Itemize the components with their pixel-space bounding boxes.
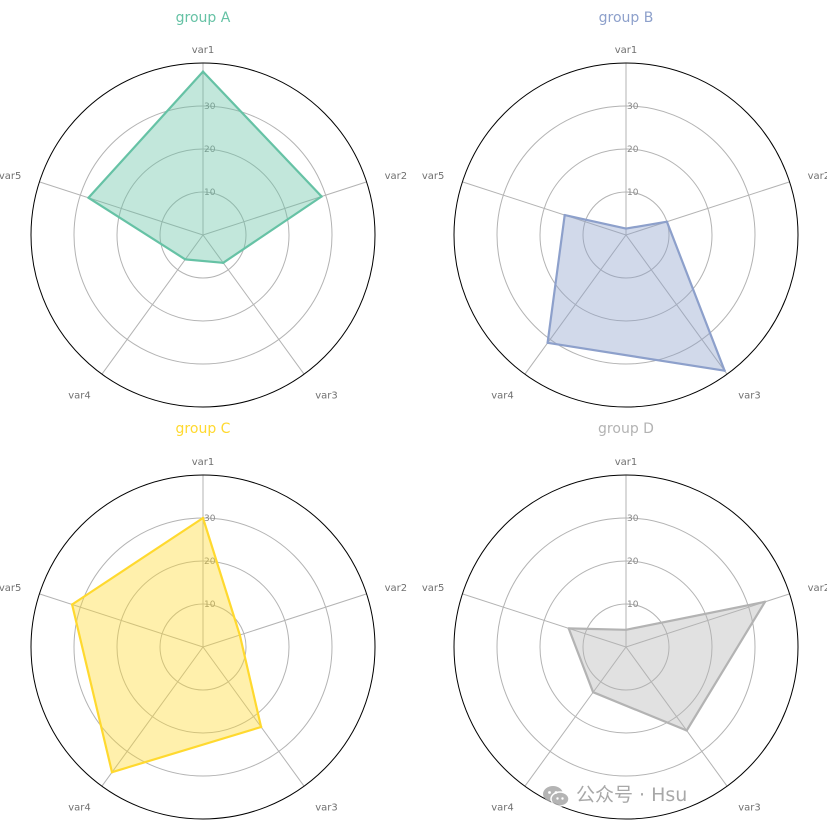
- spoke-line: [524, 234, 627, 375]
- category-label-var3: var3: [315, 391, 338, 402]
- rtick-label: 30: [204, 102, 216, 112]
- category-label-var4: var4: [491, 391, 514, 402]
- category-label-var3: var3: [738, 803, 761, 814]
- data-point-var3: [685, 729, 688, 732]
- chart-title: group C: [176, 421, 231, 437]
- data-line: [70, 516, 263, 774]
- category-label-var2: var2: [808, 171, 827, 182]
- data-area: [88, 71, 322, 263]
- spoke-line: [462, 181, 627, 236]
- rtick-label: 10: [627, 600, 639, 610]
- category-label-var2: var2: [385, 171, 408, 182]
- data-line: [546, 214, 726, 372]
- data-point-var2: [763, 600, 767, 604]
- outer-frame: [453, 474, 799, 820]
- data-point-var3: [723, 369, 726, 372]
- category-label-var1: var1: [615, 45, 638, 56]
- spoke-line: [39, 181, 204, 236]
- data-area: [547, 215, 725, 371]
- spoke-line: [625, 234, 728, 375]
- rtick-label: 30: [627, 514, 639, 524]
- data-line: [87, 70, 323, 264]
- category-label-var3: var3: [315, 803, 338, 814]
- chart-title: group B: [599, 10, 654, 26]
- data-point-var1: [201, 70, 205, 73]
- radar-panel-4: 10 20 30 var1 var2 var3 var4 var5 group D: [422, 421, 827, 820]
- data-point-var2: [320, 195, 323, 198]
- chart-title: group D: [598, 421, 654, 437]
- spoke-line: [462, 593, 627, 648]
- chart-title: group A: [176, 10, 231, 26]
- category-label-var1: var1: [615, 457, 638, 468]
- data-area: [72, 518, 262, 773]
- rtick-label: 10: [627, 188, 639, 198]
- wechat-icon: [543, 785, 570, 807]
- watermark: 公众号 · Hsu: [542, 780, 687, 807]
- radar-panel-3: 10 20 30 var1 var2 var3 var4 var5 group C: [0, 421, 408, 820]
- spoke-line: [101, 234, 204, 375]
- category-label-var4: var4: [491, 803, 514, 814]
- data-point-var2: [665, 220, 669, 223]
- spoke-line: [202, 234, 305, 375]
- watermark-text: 公众号 · Hsu: [576, 784, 688, 806]
- data-point-var1: [201, 516, 205, 520]
- spoke-line: [39, 593, 204, 648]
- rtick-label: 30: [204, 514, 216, 524]
- radar-panel-1: 10 20 30 var1 var2 var3 var4 var5 group A: [0, 10, 408, 408]
- category-label-var5: var5: [422, 171, 445, 182]
- data-point-var4: [184, 258, 187, 261]
- category-label-var5: var5: [422, 583, 445, 594]
- category-label-var4: var4: [68, 803, 91, 814]
- category-label-var5: var5: [0, 171, 21, 182]
- data-point-var5: [563, 213, 566, 217]
- spoke-line: [101, 646, 204, 787]
- outer-frame: [453, 62, 799, 408]
- spoke-line: [524, 646, 627, 787]
- data-point-var5: [70, 603, 74, 606]
- category-label-var3: var3: [738, 391, 761, 402]
- radar-panel-2: 10 20 30 var1 var2 var3 var4 var5 group B: [422, 10, 827, 408]
- data-point-var4: [591, 691, 595, 694]
- data-line: [567, 600, 767, 732]
- rtick-label: 20: [204, 145, 216, 155]
- data-point-var3: [259, 725, 263, 729]
- rtick-label: 20: [627, 145, 639, 155]
- rtick-label: 20: [627, 557, 639, 567]
- data-point-var5: [87, 196, 90, 199]
- rtick-label: 10: [204, 188, 216, 198]
- rtick-label: 30: [627, 102, 639, 112]
- category-label-var2: var2: [808, 583, 827, 594]
- spoke-line: [202, 593, 367, 648]
- category-label-var1: var1: [192, 45, 215, 56]
- rtick-label: 10: [204, 600, 216, 610]
- data-point-var5: [567, 627, 570, 630]
- data-point-var4: [110, 771, 114, 774]
- spoke-line: [202, 181, 367, 236]
- outer-frame: [30, 62, 376, 408]
- data-area: [568, 601, 765, 731]
- spoke-line: [625, 181, 790, 236]
- spoke-line: [625, 646, 728, 787]
- data-point-var3: [222, 261, 225, 265]
- category-label-var5: var5: [0, 583, 21, 594]
- spoke-line: [202, 646, 305, 787]
- category-label-var4: var4: [68, 391, 91, 402]
- data-point-var2: [238, 633, 242, 637]
- category-label-var2: var2: [385, 583, 408, 594]
- data-point-var4: [546, 341, 549, 345]
- rtick-label: 20: [204, 557, 216, 567]
- data-point-var1: [624, 227, 628, 230]
- category-label-var1: var1: [192, 457, 215, 468]
- outer-frame: [30, 474, 376, 820]
- data-point-var1: [624, 628, 628, 631]
